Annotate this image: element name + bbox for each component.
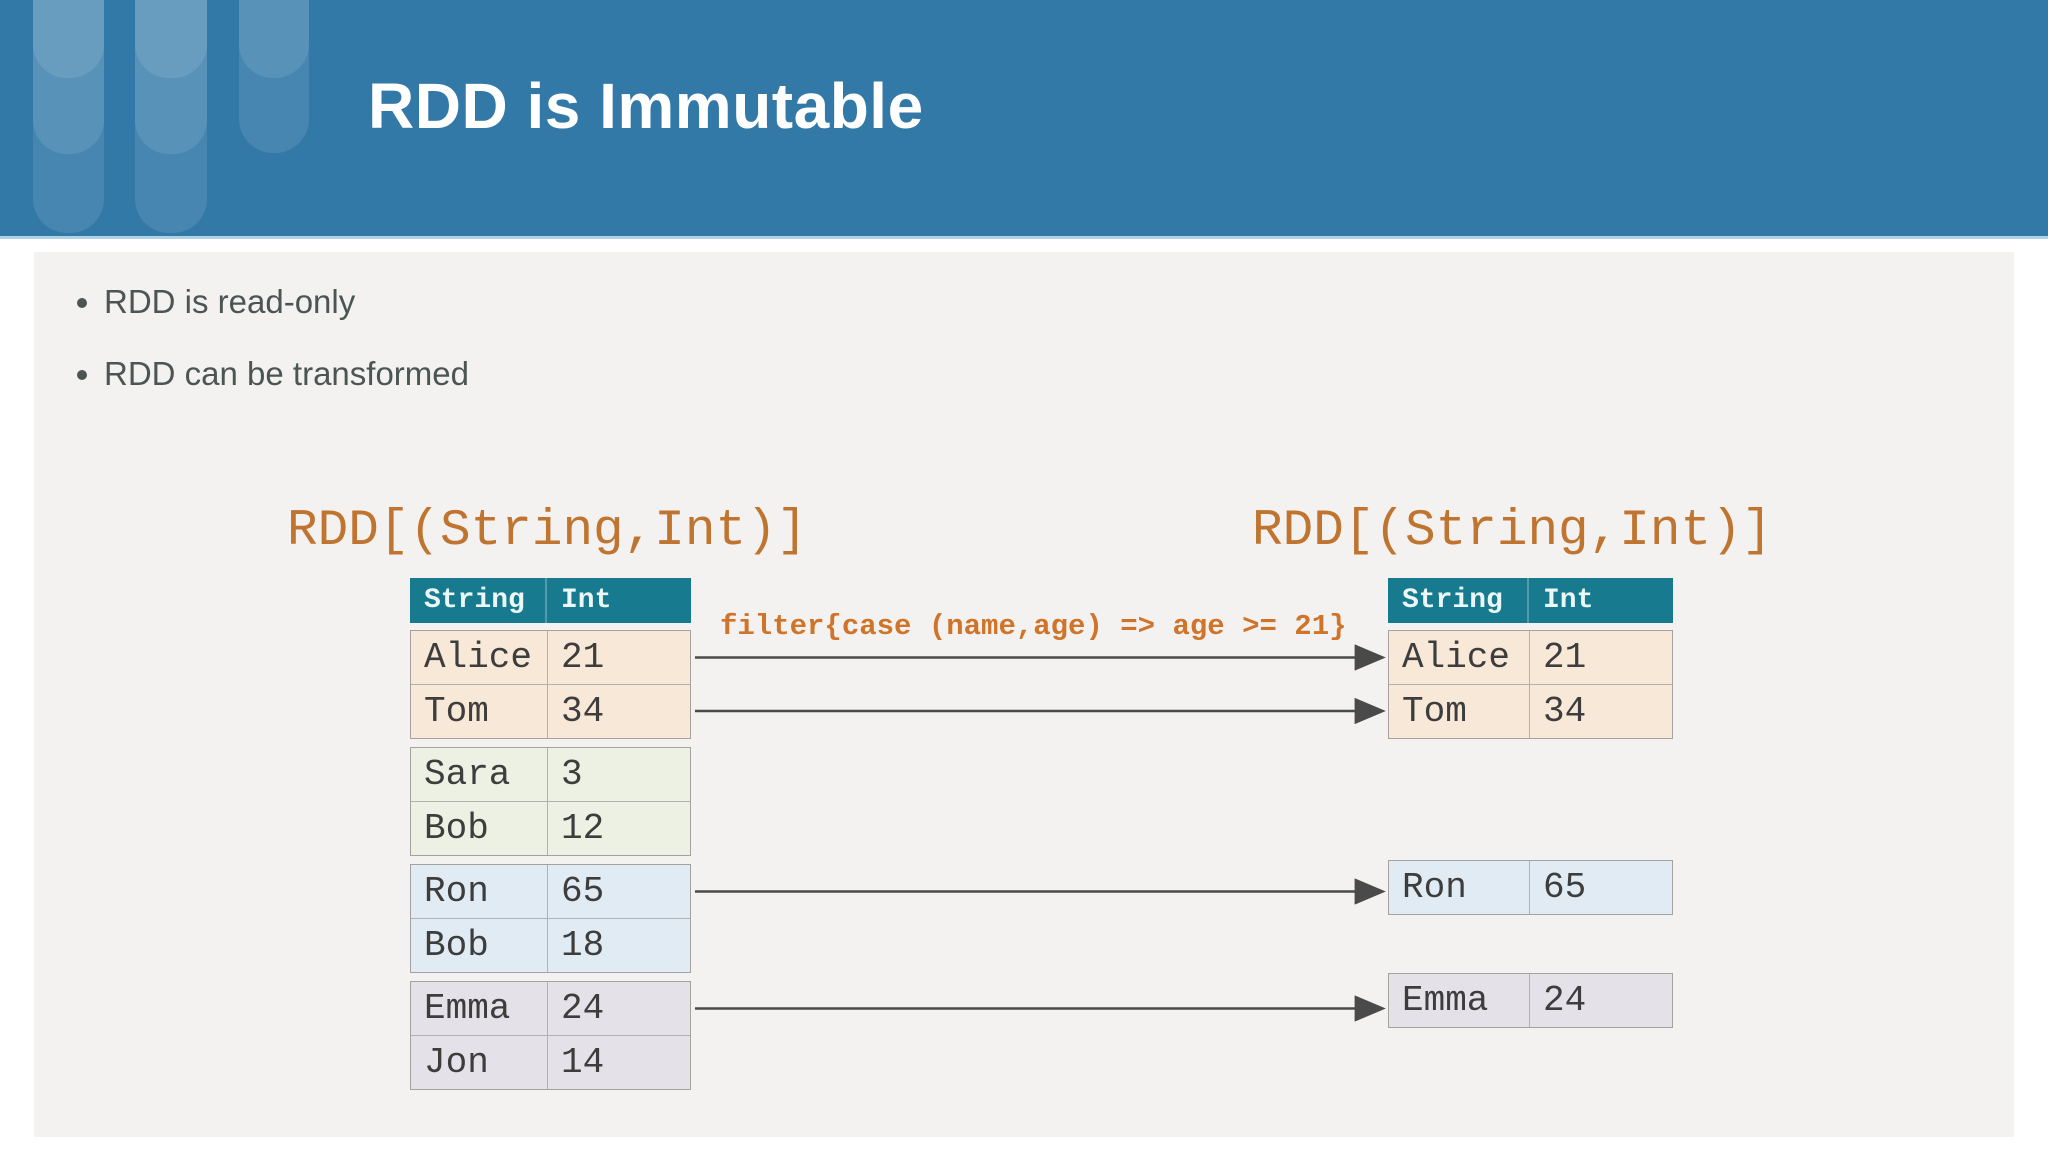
bullet-item: RDD can be transformed bbox=[104, 354, 469, 394]
table-row: Ron 65 bbox=[411, 865, 690, 918]
table-row: Emma 24 bbox=[1389, 974, 1672, 1027]
int-cell: 24 bbox=[561, 988, 605, 1029]
name-cell: Jon bbox=[411, 1036, 548, 1089]
table-row: Alice 21 bbox=[1389, 631, 1672, 684]
table-row: Emma 24 bbox=[411, 982, 690, 1035]
table-row: Jon 14 bbox=[411, 1035, 690, 1089]
decorative-pill-column bbox=[33, 0, 104, 236]
filter-expression-label: filter{case (name,age) => age >= 21} bbox=[720, 610, 1347, 643]
int-cell: 3 bbox=[561, 754, 583, 795]
pill-segment bbox=[33, 0, 104, 154]
pill-segment bbox=[33, 0, 104, 78]
int-cell: 65 bbox=[1543, 867, 1587, 908]
rdd-partition: Sara 3 Bob 12 bbox=[410, 747, 691, 856]
int-cell: 21 bbox=[1543, 637, 1587, 678]
rdd-partition: Emma 24 Jon 14 bbox=[410, 981, 691, 1090]
pill-segment bbox=[135, 0, 207, 154]
decorative-pill-column bbox=[239, 0, 309, 236]
rdd-partition: Alice 21 Tom 34 bbox=[1388, 630, 1673, 739]
slide-title: RDD is Immutable bbox=[368, 70, 924, 142]
table-row: Ron 65 bbox=[1389, 861, 1672, 914]
name-cell: Ron bbox=[411, 865, 548, 918]
bullet-list: RDD is read-only RDD can be transformed bbox=[64, 282, 469, 426]
column-header: Int bbox=[561, 585, 612, 616]
int-cell: 18 bbox=[561, 925, 605, 966]
left-rdd-type-label: RDD[(String,Int)] bbox=[287, 503, 808, 560]
rdd-partition: Ron 65 bbox=[1388, 860, 1673, 915]
name-cell: Emma bbox=[411, 982, 548, 1035]
name-cell: Alice bbox=[1389, 631, 1530, 684]
column-header: String bbox=[410, 578, 547, 623]
table-row: Bob 12 bbox=[411, 801, 690, 855]
rdd-partition: Alice 21 Tom 34 bbox=[410, 630, 691, 739]
int-cell: 34 bbox=[1543, 691, 1587, 732]
name-cell: Alice bbox=[411, 631, 548, 684]
pill-segment bbox=[239, 0, 309, 153]
column-header: Int bbox=[1543, 585, 1594, 616]
table-row: Bob 18 bbox=[411, 918, 690, 972]
name-cell: Bob bbox=[411, 802, 548, 855]
right-rdd-type-label: RDD[(String,Int)] bbox=[1252, 503, 1773, 560]
int-cell: 14 bbox=[561, 1042, 605, 1083]
table-header-row: String Int bbox=[410, 578, 691, 623]
pill-segment bbox=[135, 0, 207, 78]
table-header-row: String Int bbox=[1388, 578, 1673, 623]
name-cell: Tom bbox=[411, 685, 548, 738]
decorative-pill-column bbox=[135, 0, 207, 236]
int-cell: 34 bbox=[561, 691, 605, 732]
left-rdd-table: String Int Alice 21 Tom 34 Sara 3 Bob 12 Ron 65 Bob 1… bbox=[410, 578, 691, 1090]
int-cell: 24 bbox=[1543, 980, 1587, 1021]
column-header: String bbox=[1388, 578, 1529, 623]
pill-segment bbox=[33, 0, 104, 233]
bullet-item: RDD is read-only bbox=[104, 282, 469, 322]
int-cell: 65 bbox=[561, 871, 605, 912]
table-row: Tom 34 bbox=[1389, 684, 1672, 738]
table-row: Tom 34 bbox=[411, 684, 690, 738]
name-cell: Sara bbox=[411, 748, 548, 801]
int-cell: 12 bbox=[561, 808, 605, 849]
pill-segment bbox=[239, 0, 309, 78]
table-row: Alice 21 bbox=[411, 631, 690, 684]
name-cell: Ron bbox=[1389, 861, 1530, 914]
name-cell: Emma bbox=[1389, 974, 1530, 1027]
int-cell: 21 bbox=[561, 637, 605, 678]
rdd-partition: Emma 24 bbox=[1388, 973, 1673, 1028]
slide-header-bar: RDD is Immutable bbox=[0, 0, 2048, 239]
name-cell: Bob bbox=[411, 919, 548, 972]
table-row: Sara 3 bbox=[411, 748, 690, 801]
right-rdd-table: String Int Alice 21 Tom 34 Ron 65 Emma 24 bbox=[1388, 578, 1673, 1028]
slide-content-panel: RDD is read-only RDD can be transformed … bbox=[34, 252, 2014, 1137]
name-cell: Tom bbox=[1389, 685, 1530, 738]
rdd-partition: Ron 65 Bob 18 bbox=[410, 864, 691, 973]
pill-segment bbox=[135, 0, 207, 233]
